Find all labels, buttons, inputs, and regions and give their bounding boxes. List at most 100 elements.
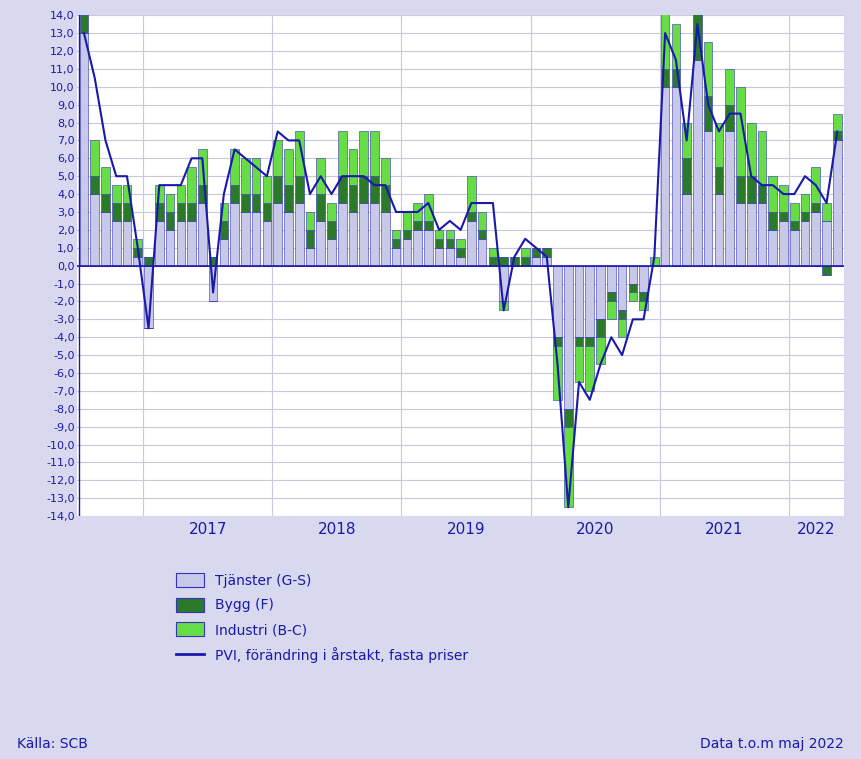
Bar: [736, 203, 745, 266]
Bar: [317, 159, 325, 194]
Bar: [607, 292, 616, 301]
Bar: [747, 176, 756, 203]
Bar: [597, 266, 605, 320]
Bar: [521, 257, 530, 266]
Bar: [133, 247, 142, 257]
Bar: [575, 266, 584, 337]
Bar: [446, 239, 455, 247]
Bar: [478, 239, 486, 266]
Bar: [499, 301, 508, 310]
Bar: [499, 257, 508, 266]
Bar: [672, 87, 680, 266]
Bar: [165, 194, 174, 212]
Bar: [187, 167, 196, 203]
Bar: [263, 221, 271, 266]
Bar: [102, 212, 109, 266]
Bar: [683, 122, 691, 159]
Bar: [177, 221, 185, 266]
Bar: [672, 69, 680, 87]
Bar: [403, 239, 412, 266]
Bar: [349, 212, 357, 266]
Bar: [597, 337, 605, 364]
Bar: [489, 247, 498, 257]
Bar: [155, 203, 164, 221]
Bar: [112, 185, 121, 203]
Bar: [187, 203, 196, 221]
Bar: [639, 301, 648, 310]
Bar: [683, 159, 691, 194]
Bar: [177, 203, 185, 221]
Bar: [122, 221, 131, 266]
Bar: [769, 212, 777, 230]
Bar: [198, 185, 207, 203]
Bar: [133, 239, 142, 247]
Bar: [725, 131, 734, 266]
Bar: [231, 150, 239, 185]
Bar: [145, 266, 153, 328]
Bar: [294, 203, 304, 266]
Bar: [403, 230, 412, 239]
Bar: [155, 185, 164, 203]
Bar: [833, 140, 842, 266]
Bar: [435, 239, 443, 247]
Bar: [349, 185, 357, 212]
Bar: [165, 212, 174, 230]
Text: Data t.o.m maj 2022: Data t.o.m maj 2022: [700, 738, 844, 751]
Bar: [736, 87, 745, 176]
Bar: [510, 257, 518, 266]
Bar: [499, 266, 508, 301]
Bar: [521, 247, 530, 257]
Bar: [338, 131, 346, 176]
Bar: [542, 257, 551, 266]
Bar: [532, 247, 541, 257]
Bar: [833, 131, 842, 140]
Bar: [585, 266, 594, 337]
Bar: [779, 221, 788, 266]
Bar: [112, 203, 121, 221]
Bar: [585, 337, 594, 346]
Bar: [360, 131, 369, 176]
Bar: [683, 194, 691, 266]
Bar: [360, 176, 369, 203]
Bar: [822, 266, 831, 275]
Bar: [779, 212, 788, 221]
Bar: [284, 150, 293, 185]
Bar: [274, 176, 282, 203]
Bar: [747, 122, 756, 176]
Bar: [564, 427, 573, 507]
Bar: [446, 247, 455, 266]
Bar: [811, 203, 820, 212]
Bar: [122, 185, 131, 203]
Bar: [90, 176, 99, 194]
Bar: [554, 266, 562, 337]
Bar: [263, 203, 271, 221]
Bar: [715, 194, 723, 266]
Bar: [317, 221, 325, 266]
Bar: [220, 221, 228, 239]
Bar: [725, 105, 734, 131]
Bar: [102, 167, 109, 194]
Bar: [618, 310, 627, 320]
Bar: [456, 239, 465, 247]
Text: Källa: SCB: Källa: SCB: [17, 738, 88, 751]
Bar: [478, 230, 486, 239]
Bar: [220, 203, 228, 221]
Bar: [209, 257, 218, 266]
Bar: [693, 60, 702, 266]
Bar: [251, 159, 260, 194]
Bar: [704, 96, 713, 131]
Bar: [822, 203, 831, 221]
Bar: [403, 212, 412, 230]
Bar: [198, 150, 207, 185]
Bar: [693, 0, 702, 60]
Bar: [532, 257, 541, 266]
Legend: Tjänster (G-S), Bygg (F), Industri (B-C), PVI, förändring i årstakt, fasta prise: Tjänster (G-S), Bygg (F), Industri (B-C)…: [177, 573, 468, 663]
Bar: [435, 230, 443, 239]
Bar: [231, 203, 239, 266]
Bar: [790, 221, 799, 230]
Bar: [575, 337, 584, 346]
Bar: [811, 212, 820, 266]
Bar: [629, 284, 637, 292]
Bar: [747, 203, 756, 266]
Bar: [349, 150, 357, 185]
